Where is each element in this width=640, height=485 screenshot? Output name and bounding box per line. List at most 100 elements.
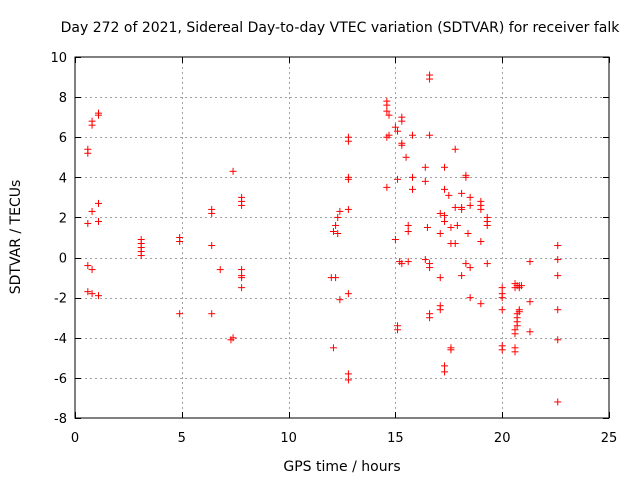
data-point bbox=[404, 227, 412, 235]
data-point bbox=[453, 221, 461, 229]
data-point bbox=[477, 205, 485, 213]
data-point bbox=[464, 229, 472, 237]
data-point bbox=[426, 264, 434, 272]
y-tick-label: -2 bbox=[54, 292, 67, 307]
data-point bbox=[554, 256, 562, 264]
data-point bbox=[408, 173, 416, 181]
data-point bbox=[391, 236, 399, 244]
data-point bbox=[332, 274, 340, 282]
data-point bbox=[336, 296, 344, 304]
data-point bbox=[216, 266, 224, 274]
data-point bbox=[483, 260, 491, 268]
data-point bbox=[88, 207, 96, 215]
y-tick-label: -4 bbox=[54, 332, 67, 347]
data-point bbox=[498, 294, 506, 302]
data-point bbox=[176, 238, 184, 246]
data-point bbox=[421, 256, 429, 264]
data-point bbox=[394, 175, 402, 183]
data-point bbox=[402, 153, 410, 161]
data-point bbox=[94, 292, 102, 300]
data-point bbox=[462, 173, 470, 181]
data-point bbox=[441, 217, 449, 225]
data-point bbox=[84, 288, 92, 296]
data-point bbox=[421, 177, 429, 185]
data-point bbox=[329, 227, 337, 235]
data-point bbox=[344, 175, 352, 183]
data-point bbox=[441, 211, 449, 219]
data-point bbox=[526, 258, 534, 266]
y-tick-label: 8 bbox=[59, 91, 67, 106]
data-point bbox=[208, 209, 216, 217]
data-point bbox=[238, 201, 246, 209]
data-point bbox=[423, 223, 431, 231]
chart-title: Day 272 of 2021, Sidereal Day-to-day VTE… bbox=[61, 20, 621, 36]
x-tick-label: 25 bbox=[601, 431, 618, 446]
grid-lines bbox=[75, 57, 609, 418]
x-tick-label: 0 bbox=[71, 431, 79, 446]
data-point bbox=[451, 240, 459, 248]
data-point bbox=[441, 185, 449, 193]
data-point bbox=[344, 290, 352, 298]
data-point bbox=[436, 209, 444, 217]
data-point bbox=[498, 306, 506, 314]
data-point bbox=[88, 121, 96, 129]
data-point bbox=[176, 310, 184, 318]
data-point bbox=[385, 111, 393, 119]
x-axis-label: GPS time / hours bbox=[283, 459, 400, 475]
data-point bbox=[513, 322, 521, 330]
data-point bbox=[451, 203, 459, 211]
data-point bbox=[334, 229, 342, 237]
data-point bbox=[336, 207, 344, 215]
y-tick-label: -6 bbox=[54, 372, 67, 387]
data-point bbox=[441, 362, 449, 370]
data-point bbox=[394, 127, 402, 135]
data-point bbox=[238, 274, 246, 282]
data-point bbox=[554, 398, 562, 406]
data-point bbox=[441, 368, 449, 376]
data-point bbox=[436, 274, 444, 282]
y-tick-label: 10 bbox=[50, 51, 67, 66]
data-point bbox=[208, 242, 216, 250]
y-tick-label: 2 bbox=[59, 211, 67, 226]
data-point bbox=[466, 201, 474, 209]
data-point bbox=[477, 238, 485, 246]
data-point bbox=[229, 167, 237, 175]
data-point bbox=[426, 314, 434, 322]
y-axis-label: SDTVAR / TECUs bbox=[8, 180, 24, 295]
data-point bbox=[383, 133, 391, 141]
data-point bbox=[517, 282, 525, 290]
data-point bbox=[227, 336, 235, 344]
data-point bbox=[421, 163, 429, 171]
data-point bbox=[383, 101, 391, 109]
data-point bbox=[94, 111, 102, 119]
data-point bbox=[466, 193, 474, 201]
axis-ticks: 0 5 10 15 20 25 -8 -6 -4 -2 0 2 4 6 8 10 bbox=[50, 51, 617, 446]
data-point bbox=[398, 141, 406, 149]
y-tick-label: 6 bbox=[59, 131, 67, 146]
data-point bbox=[383, 107, 391, 115]
data-point bbox=[441, 163, 449, 171]
data-point bbox=[554, 242, 562, 250]
data-point bbox=[329, 344, 337, 352]
data-point bbox=[398, 117, 406, 125]
data-point bbox=[554, 272, 562, 280]
data-point bbox=[137, 252, 145, 260]
data-point bbox=[477, 300, 485, 308]
y-tick-label: 0 bbox=[59, 252, 67, 267]
data-point bbox=[404, 221, 412, 229]
data-point bbox=[344, 370, 352, 378]
data-point bbox=[344, 376, 352, 384]
data-point bbox=[408, 185, 416, 193]
data-point bbox=[447, 223, 455, 231]
data-point bbox=[483, 221, 491, 229]
x-tick-label: 10 bbox=[280, 431, 297, 446]
data-point bbox=[426, 75, 434, 83]
data-points bbox=[84, 71, 562, 406]
data-point bbox=[398, 260, 406, 268]
data-point bbox=[84, 149, 92, 157]
data-point bbox=[334, 213, 342, 221]
x-tick-label: 15 bbox=[387, 431, 404, 446]
data-point bbox=[447, 346, 455, 354]
